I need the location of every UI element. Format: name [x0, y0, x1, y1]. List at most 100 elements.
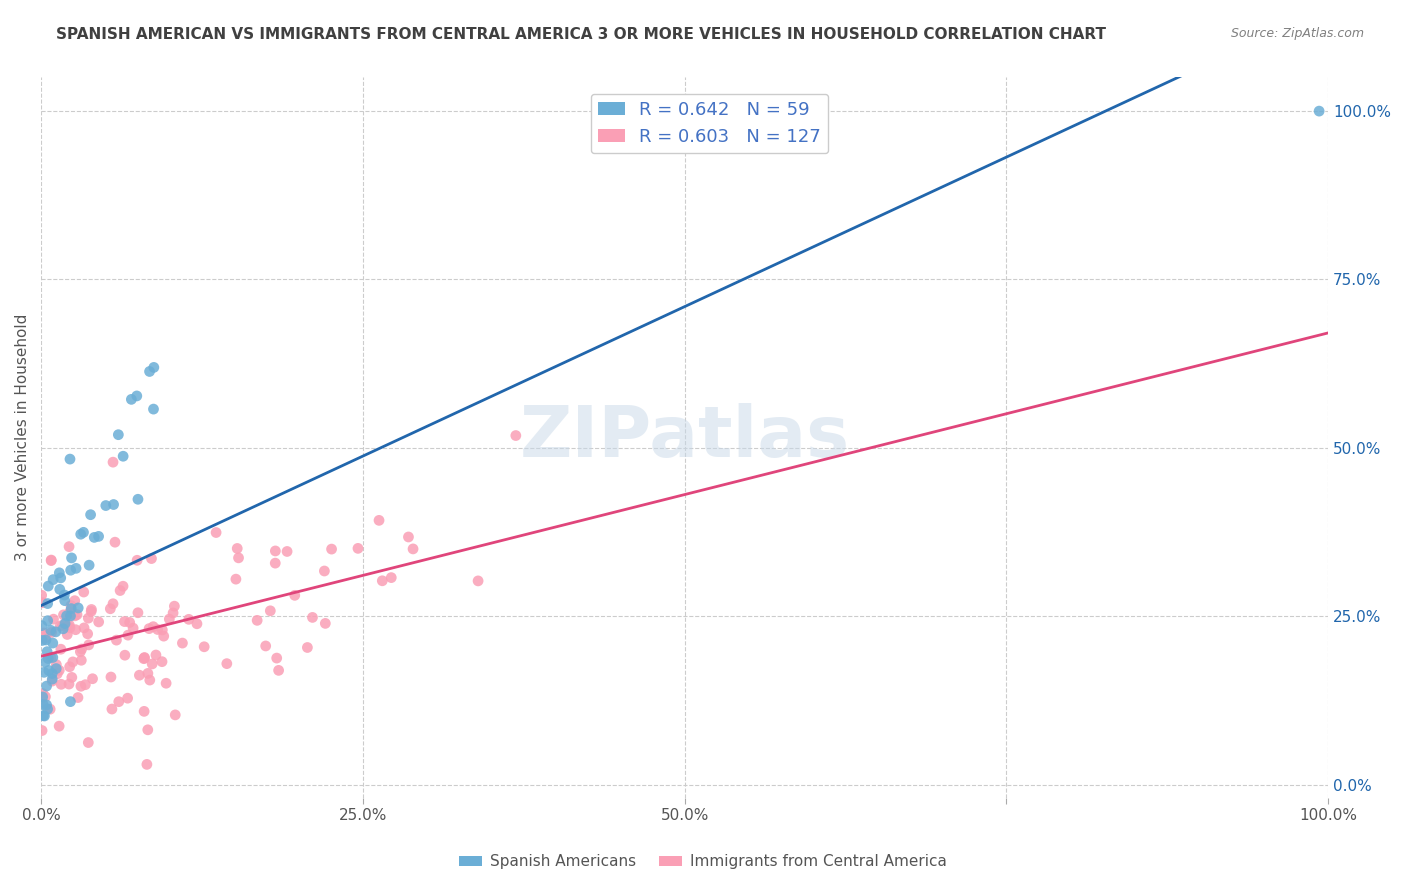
Point — [172, 636, 194, 650]
Point — [48, 566, 70, 580]
Point — [52, 622, 75, 636]
Point — [35, 698, 58, 712]
Point — [321, 542, 343, 557]
Point — [31, 588, 53, 602]
Point — [59, 452, 82, 467]
Point — [63, 593, 86, 607]
Point — [193, 640, 215, 654]
Point — [83, 530, 105, 544]
Point — [41, 674, 63, 689]
Point — [108, 583, 131, 598]
Point — [157, 612, 180, 626]
Point — [65, 623, 87, 637]
Point — [114, 615, 136, 629]
Point — [228, 550, 250, 565]
Text: Source: ZipAtlas.com: Source: ZipAtlas.com — [1230, 27, 1364, 40]
Point — [117, 628, 139, 642]
Point — [128, 668, 150, 682]
Point — [31, 633, 53, 648]
Point — [142, 402, 165, 417]
Point — [70, 653, 93, 667]
Point — [52, 607, 75, 622]
Point — [101, 455, 124, 469]
Point — [60, 670, 83, 684]
Point — [165, 707, 187, 722]
Text: ZIPatlas: ZIPatlas — [520, 403, 849, 472]
Point — [69, 645, 91, 659]
Point — [35, 679, 58, 693]
Point — [31, 596, 53, 610]
Point — [135, 757, 157, 772]
Point — [145, 648, 167, 662]
Point — [48, 719, 70, 733]
Point — [134, 651, 156, 665]
Point — [32, 626, 55, 640]
Point — [80, 604, 103, 618]
Point — [37, 614, 59, 628]
Point — [267, 664, 290, 678]
Point — [45, 624, 67, 639]
Point — [467, 574, 489, 588]
Point — [42, 573, 65, 587]
Point — [150, 655, 173, 669]
Point — [31, 723, 53, 738]
Point — [76, 627, 98, 641]
Point — [141, 551, 163, 566]
Point — [297, 640, 319, 655]
Point — [59, 599, 82, 613]
Point — [53, 616, 76, 631]
Point — [51, 677, 73, 691]
Point — [284, 588, 307, 602]
Point — [59, 695, 82, 709]
Point — [368, 513, 391, 527]
Point — [259, 604, 281, 618]
Point — [371, 574, 394, 588]
Point — [66, 607, 89, 622]
Point — [101, 597, 124, 611]
Point — [114, 648, 136, 663]
Point — [155, 676, 177, 690]
Point — [49, 582, 72, 597]
Point — [77, 558, 100, 573]
Point — [65, 561, 87, 575]
Point — [117, 691, 139, 706]
Point — [347, 541, 370, 556]
Point — [45, 662, 67, 676]
Point — [138, 622, 160, 636]
Point — [80, 602, 103, 616]
Point — [205, 525, 228, 540]
Point — [73, 621, 96, 635]
Point — [107, 695, 129, 709]
Point — [112, 449, 135, 463]
Point — [41, 672, 63, 686]
Point — [150, 623, 173, 637]
Point — [87, 615, 110, 629]
Point — [380, 571, 402, 585]
Point — [69, 527, 91, 541]
Text: SPANISH AMERICAN VS IMMIGRANTS FROM CENTRAL AMERICA 3 OR MORE VEHICLES IN HOUSEH: SPANISH AMERICAN VS IMMIGRANTS FROM CENT… — [56, 27, 1107, 42]
Point — [146, 623, 169, 637]
Point — [37, 597, 59, 611]
Point — [127, 606, 149, 620]
Point — [122, 621, 145, 635]
Point — [301, 610, 323, 624]
Point — [105, 633, 128, 648]
Point — [264, 544, 287, 558]
Point — [70, 679, 93, 693]
Point — [152, 629, 174, 643]
Point — [60, 550, 83, 565]
Point — [53, 588, 76, 602]
Point — [60, 601, 83, 615]
Point — [107, 427, 129, 442]
Point — [398, 530, 420, 544]
Point — [58, 540, 80, 554]
Point — [48, 663, 70, 677]
Point — [34, 690, 56, 704]
Point — [35, 632, 58, 647]
Point — [402, 541, 425, 556]
Point — [142, 360, 165, 375]
Point — [58, 677, 80, 691]
Point — [42, 650, 65, 665]
Legend: Spanish Americans, Immigrants from Central America: Spanish Americans, Immigrants from Centr… — [453, 848, 953, 875]
Point — [100, 670, 122, 684]
